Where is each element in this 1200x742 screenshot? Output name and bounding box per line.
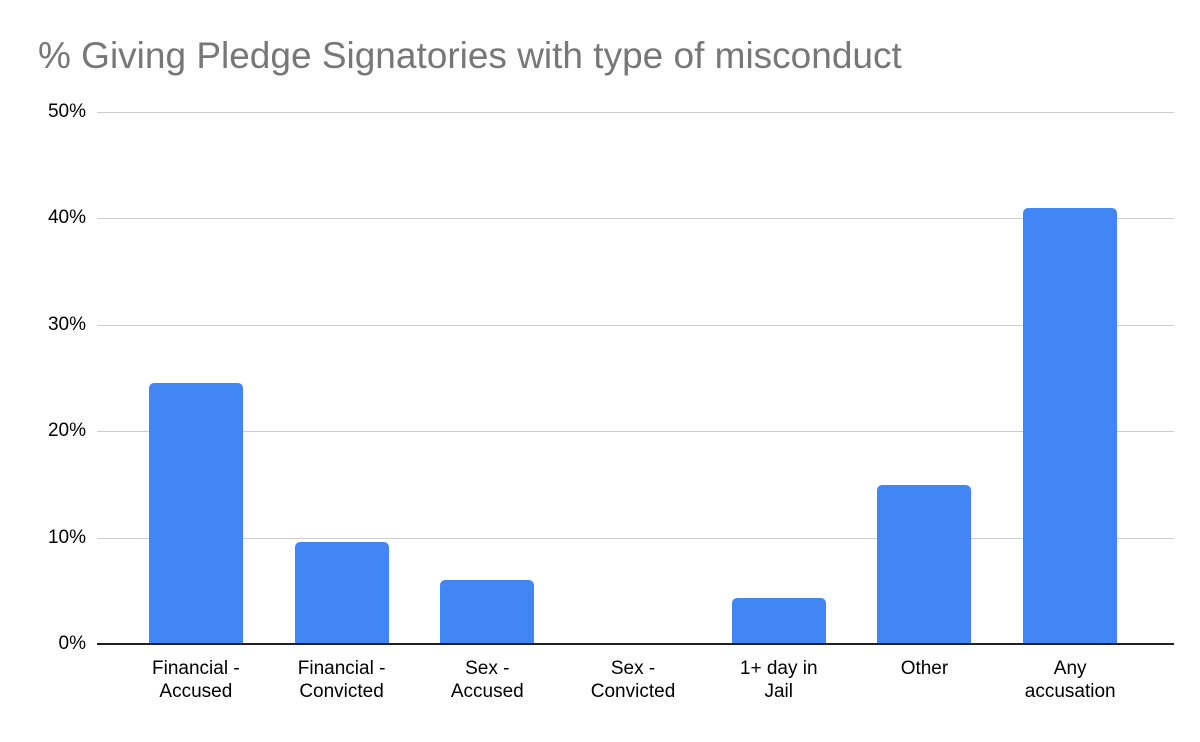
bar-other[interactable] (877, 485, 972, 644)
gridline-10pct (97, 538, 1174, 539)
x-tick-label-other: Other (900, 658, 949, 679)
bar-cell-financial-accused (123, 112, 269, 644)
x-tick-label-financial-convicted: Financial - Convicted (297, 658, 386, 702)
y-axis-tick-labels: 0% 10% 20% 30% 40% 50% (0, 0, 86, 742)
gridline-50pct (97, 112, 1174, 113)
y-tick-label: 40% (47, 207, 86, 228)
x-tick-label-financial-accused: Financial - Accused (152, 658, 240, 702)
y-tick-label: 10% (47, 527, 86, 548)
bar-any-accusation[interactable] (1023, 207, 1118, 644)
x-tick-label-1-plus-day-in-jail: 1+ day in Jail (739, 658, 818, 702)
x-tick-label-any-accusation: Any accusation (1024, 658, 1116, 702)
bar-cell-sex-accused (414, 112, 560, 644)
bar-cell-other (852, 112, 998, 644)
bar-1-plus-day-in-jail[interactable] (731, 598, 826, 644)
bar-cell-financial-convicted (269, 112, 415, 644)
bar-cell-any-accusation (997, 112, 1143, 644)
y-tick-label: 20% (47, 420, 86, 441)
plot-area (97, 112, 1174, 645)
x-tick-label-sex-convicted: Sex - Convicted (590, 658, 676, 702)
chart-title: % Giving Pledge Signatories with type of… (38, 35, 902, 76)
gridline-20pct (97, 431, 1174, 432)
bar-cell-sex-convicted (560, 112, 706, 644)
bar-cell-1-plus-day-in-jail (706, 112, 852, 644)
bar-sex-accused[interactable] (440, 580, 535, 644)
x-tick-label-sex-accused: Sex - Accused (450, 658, 524, 702)
x-axis-line (97, 643, 1174, 645)
y-tick-label: 50% (47, 101, 86, 122)
y-tick-label: 30% (47, 314, 86, 335)
y-tick-label: 0% (58, 633, 86, 654)
bars-row (123, 112, 1143, 644)
gridline-40pct (97, 218, 1174, 219)
gridline-30pct (97, 325, 1174, 326)
bar-financial-convicted[interactable] (294, 541, 389, 644)
x-axis-category-labels: Financial - Accused Financial - Convicted… (123, 657, 1143, 703)
bar-financial-accused[interactable] (148, 383, 243, 644)
